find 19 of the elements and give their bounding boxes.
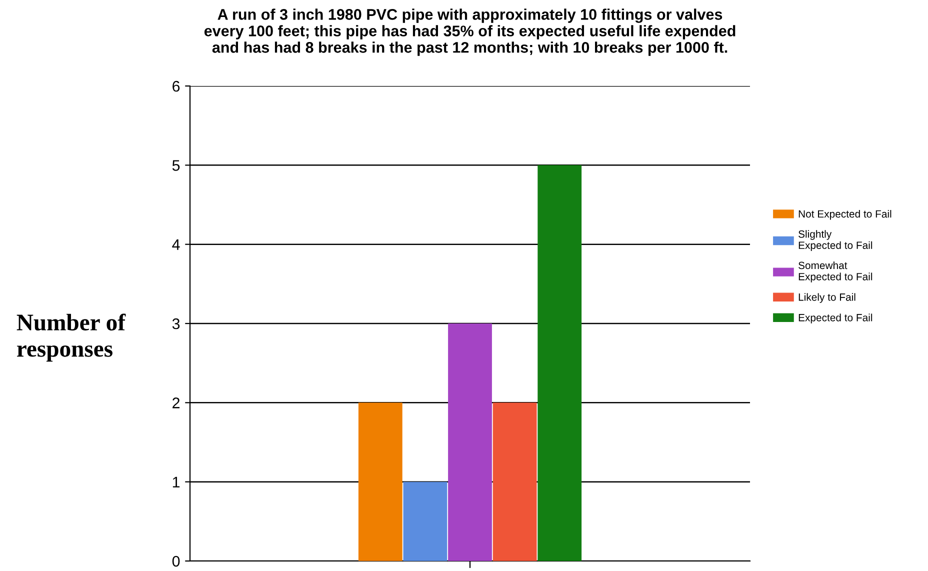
legend-label: Somewhat Expected to Fail xyxy=(798,261,872,282)
y-tick-label: 1 xyxy=(172,476,180,488)
chart-title: A run of 3 inch 1980 PVC pipe with approximately 10 fittings or valves every 100 feet; this pipe has had 35% of its expected useful life expended and has had 8 breaks in the past 12 months; with 10 breaks per 1000 ft. xyxy=(204,8,736,56)
y-tick-label: 5 xyxy=(172,160,180,171)
bar xyxy=(538,165,582,561)
bar xyxy=(403,482,448,561)
bar xyxy=(492,402,537,561)
bar xyxy=(448,324,492,561)
y-tick-label: 2 xyxy=(172,398,180,408)
bar xyxy=(358,402,402,561)
y-tick-label: 0 xyxy=(172,556,180,567)
legend-label: Likely to Fail xyxy=(798,293,856,303)
y-tick-label: 4 xyxy=(172,239,180,250)
y-axis-title: Number of responses xyxy=(16,314,126,362)
legend-label: Slightly Expected to Fail xyxy=(798,230,872,252)
legend-label: Not Expected to Fail xyxy=(798,210,892,220)
y-tick-label: 3 xyxy=(172,318,180,330)
y-tick-label: 6 xyxy=(172,80,180,92)
legend-label: Expected to Fail xyxy=(798,314,872,324)
